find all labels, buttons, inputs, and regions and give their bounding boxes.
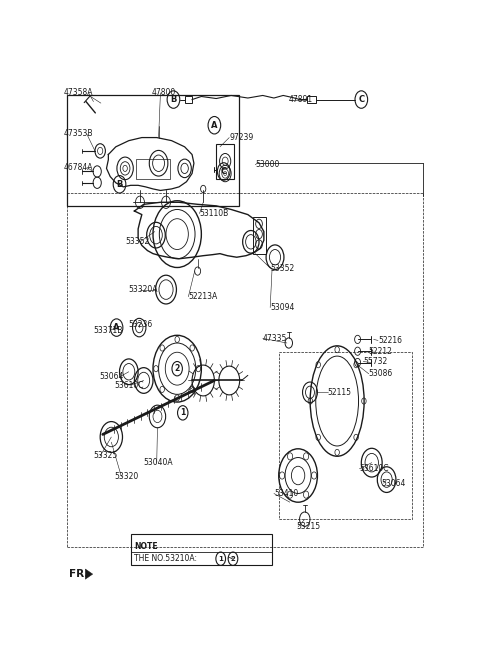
Text: FR.: FR. [69, 569, 89, 579]
Text: 55732: 55732 [363, 357, 387, 366]
Text: 53610C: 53610C [114, 381, 144, 390]
Text: 53320A: 53320A [129, 285, 158, 294]
Bar [185, 97, 192, 103]
Bar [252, 217, 266, 253]
Polygon shape [85, 569, 93, 579]
Text: 52212: 52212 [369, 347, 393, 356]
Text: 2: 2 [230, 556, 235, 562]
Text: 53110B: 53110B [200, 209, 229, 218]
Text: C: C [358, 95, 364, 104]
Text: 47891: 47891 [289, 95, 313, 104]
Text: 47358A: 47358A [64, 89, 93, 97]
Bar [67, 95, 239, 206]
Text: 53236: 53236 [129, 320, 153, 329]
Text: 52213A: 52213A [188, 292, 217, 301]
Text: 46784A: 46784A [64, 163, 93, 172]
Text: 53410: 53410 [274, 489, 298, 498]
Text: 53320: 53320 [114, 472, 138, 481]
Text: A: A [113, 323, 120, 332]
Bar [136, 159, 170, 179]
Text: 47353B: 47353B [64, 129, 93, 139]
Text: NOTE: NOTE [134, 542, 158, 551]
Bar [216, 143, 234, 179]
Text: 53040A: 53040A [144, 458, 173, 467]
Text: 53352: 53352 [270, 263, 294, 273]
Text: ~: ~ [226, 554, 233, 563]
Text: 53000: 53000 [255, 160, 280, 169]
Text: 53064: 53064 [99, 372, 123, 382]
Text: 52216: 52216 [378, 336, 402, 345]
Text: 52115: 52115 [328, 388, 352, 397]
Text: 53352: 53352 [125, 237, 149, 246]
Text: C: C [221, 167, 227, 176]
Text: 53086: 53086 [369, 370, 393, 378]
Text: B: B [170, 95, 177, 104]
Text: A: A [211, 121, 217, 130]
Bar [131, 534, 272, 566]
Text: 53064: 53064 [382, 479, 406, 488]
Text: 2: 2 [175, 364, 180, 373]
Text: 97239: 97239 [229, 133, 253, 142]
Text: THE NO.53210A:: THE NO.53210A: [134, 554, 200, 563]
Text: 1: 1 [180, 408, 185, 418]
Text: 53215: 53215 [296, 522, 320, 532]
Text: 53371B: 53371B [94, 325, 123, 335]
Bar [67, 193, 423, 548]
Text: B: B [116, 180, 123, 189]
Text: 53610C: 53610C [360, 464, 389, 474]
Text: 47335: 47335 [263, 334, 287, 343]
Bar [307, 97, 315, 103]
Text: 53325: 53325 [94, 452, 118, 460]
Bar [279, 352, 411, 519]
Text: 47800: 47800 [151, 89, 175, 97]
Text: 1: 1 [218, 556, 223, 562]
Text: 53094: 53094 [270, 303, 295, 312]
